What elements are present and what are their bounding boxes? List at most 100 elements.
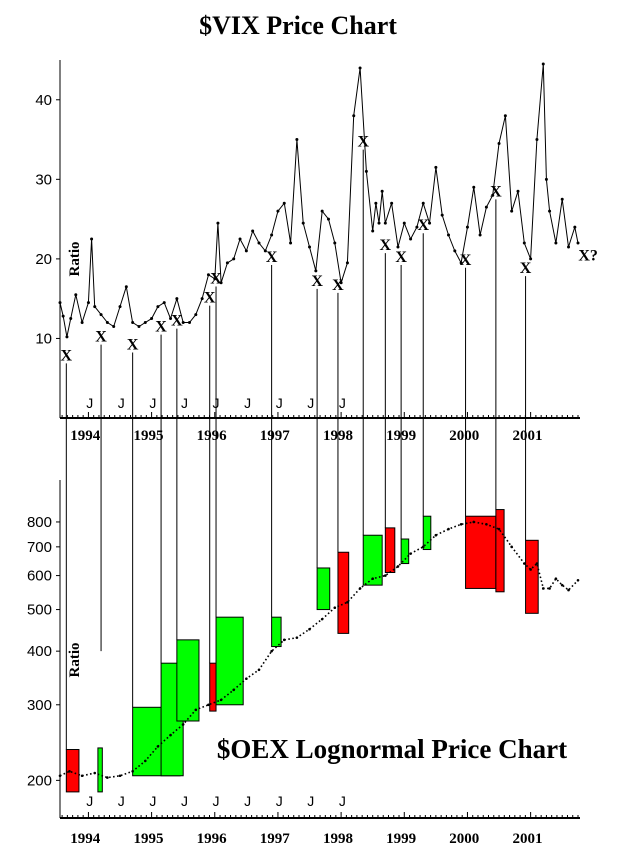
- vix-signal-marker: X?: [578, 247, 598, 264]
- oex-data-point: [245, 677, 248, 681]
- vix-data-point: [352, 114, 356, 118]
- vix-month-marker: J: [339, 395, 346, 411]
- vix-year-label: 1994: [70, 428, 101, 444]
- vix-data-point: [345, 261, 349, 265]
- oex-data-point: [131, 769, 134, 773]
- vix-data-point: [374, 201, 378, 205]
- oex-data-point: [548, 587, 551, 590]
- oex-data-point: [535, 562, 539, 565]
- vix-signal-marker: X: [171, 313, 183, 330]
- vix-data-point: [69, 317, 73, 321]
- vix-data-point: [396, 245, 400, 249]
- oex-year-label: 1994: [70, 831, 101, 847]
- vix-month-marker: J: [149, 395, 156, 411]
- oex-month-marker: J: [244, 793, 251, 809]
- oex-data-point: [346, 600, 349, 604]
- oex-signal-box: [525, 539, 539, 614]
- vix-data-point: [544, 177, 548, 181]
- vix-signal-marker: X: [311, 273, 323, 290]
- oex-data-point: [576, 578, 580, 582]
- vix-data-point: [225, 261, 229, 265]
- vix-data-point: [175, 297, 179, 301]
- vix-data-point: [244, 249, 248, 253]
- oex-data-point: [523, 562, 526, 565]
- oex-month-marker: J: [149, 793, 156, 809]
- oex-data-point: [106, 776, 109, 779]
- vix-signal-marker: X: [490, 183, 502, 200]
- vix-data-point: [99, 313, 103, 317]
- oex-data-point: [156, 745, 160, 748]
- vix-data-point: [453, 249, 457, 253]
- vix-data-point: [434, 165, 438, 169]
- oex-data-point: [282, 638, 286, 642]
- vix-signal-marker: X: [266, 249, 278, 266]
- vix-month-marker: J: [86, 395, 93, 411]
- oex-data-point: [421, 545, 425, 549]
- vix-data-point: [516, 189, 520, 193]
- oex-signal-box: [465, 515, 497, 589]
- oex-signal-box: [65, 749, 80, 793]
- vix-signal-marker: X: [460, 252, 472, 269]
- vix-data-point: [364, 169, 368, 173]
- vix-data-point: [548, 209, 552, 213]
- oex-year-label: 1997: [260, 831, 291, 847]
- vix-data-point: [238, 237, 242, 241]
- oex-month-marker: J: [276, 793, 283, 809]
- oex-data-point: [333, 606, 337, 610]
- vix-year-label: 1997: [260, 428, 291, 444]
- oex-signal-box: [384, 527, 396, 573]
- vix-data-point: [80, 321, 84, 325]
- vix-data-point: [402, 221, 406, 225]
- oex-data-point: [409, 552, 412, 555]
- oex-data-point: [143, 759, 147, 763]
- oex-year-label: 2000: [449, 831, 479, 847]
- vix-data-point: [105, 321, 109, 325]
- oex-y-tick-label: 400: [27, 643, 52, 660]
- oex-month-marker: J: [118, 793, 125, 809]
- vix-data-point: [377, 221, 381, 225]
- vix-data-point: [573, 225, 577, 229]
- oex-data-point: [118, 774, 122, 778]
- vix-data-point: [112, 325, 116, 329]
- vix-data-point: [181, 321, 185, 325]
- vix-data-point: [90, 237, 94, 241]
- vix-data-point: [74, 293, 78, 297]
- vix-data-point: [522, 241, 526, 245]
- oex-month-marker: J: [339, 793, 346, 809]
- vix-data-point: [206, 273, 210, 277]
- vix-data-point: [333, 241, 337, 245]
- oex-data-point: [384, 574, 387, 577]
- oex-series-line: [59, 521, 579, 779]
- vix-signal-marker: X: [155, 319, 167, 336]
- oex-data-point: [80, 774, 84, 778]
- vix-data-point: [554, 241, 558, 245]
- vix-y-tick-label: 30: [35, 171, 52, 188]
- vix-data-point: [409, 237, 413, 241]
- vix-data-point: [118, 305, 122, 309]
- vix-data-point: [86, 301, 90, 305]
- vix-data-point: [131, 321, 135, 325]
- vix-data-point: [567, 245, 571, 249]
- oex-month-marker: J: [86, 793, 93, 809]
- vix-data-point: [484, 205, 488, 209]
- oex-data-point: [194, 708, 198, 712]
- oex-year-label: 2001: [512, 831, 542, 847]
- vix-signal-marker: X: [61, 347, 73, 364]
- oex-signal-box: [337, 551, 350, 634]
- vix-data-point: [428, 221, 432, 225]
- oex-year-label: 1995: [133, 831, 163, 847]
- vix-data-point: [270, 233, 274, 237]
- vix-data-point: [465, 225, 469, 229]
- oex-y-tick-label: 300: [27, 697, 52, 714]
- vix-data-point: [358, 66, 362, 70]
- oex-y-label: Ratio: [67, 643, 83, 678]
- vix-data-point: [472, 185, 476, 189]
- oex-data-point: [447, 527, 450, 531]
- vix-data-point: [188, 321, 191, 325]
- oex-signal-box: [176, 639, 200, 722]
- oex-signal-box: [316, 567, 331, 611]
- oex-year-label: 1999: [386, 831, 416, 847]
- oex-signal-box: [400, 538, 410, 565]
- vix-data-point: [459, 261, 463, 265]
